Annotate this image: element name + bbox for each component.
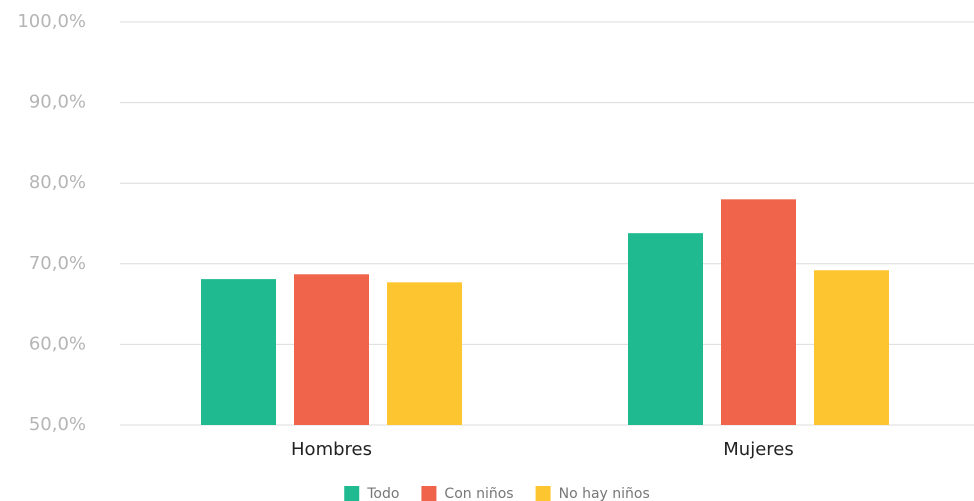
y-tick-label: 90,0% xyxy=(29,92,86,113)
y-tick-label: 80,0% xyxy=(29,172,86,193)
legend-swatch xyxy=(535,486,551,501)
legend-swatch xyxy=(421,486,437,501)
legend-label: Todo xyxy=(366,486,399,501)
legend-label: Con niños xyxy=(444,486,513,501)
bar xyxy=(814,270,889,425)
bar xyxy=(201,279,276,425)
bar xyxy=(628,233,703,425)
legend-swatch xyxy=(344,486,360,501)
bar xyxy=(294,274,369,425)
bar xyxy=(721,199,796,425)
y-tick-label: 50,0% xyxy=(29,414,86,435)
legend-label: No hay niños xyxy=(559,486,650,501)
y-tick-label: 60,0% xyxy=(29,333,86,354)
x-tick-label: Hombres xyxy=(291,439,372,460)
x-tick-label: Mujeres xyxy=(723,439,793,460)
bar xyxy=(387,282,462,425)
y-tick-label: 70,0% xyxy=(29,253,86,274)
y-tick-label: 100,0% xyxy=(17,11,86,32)
